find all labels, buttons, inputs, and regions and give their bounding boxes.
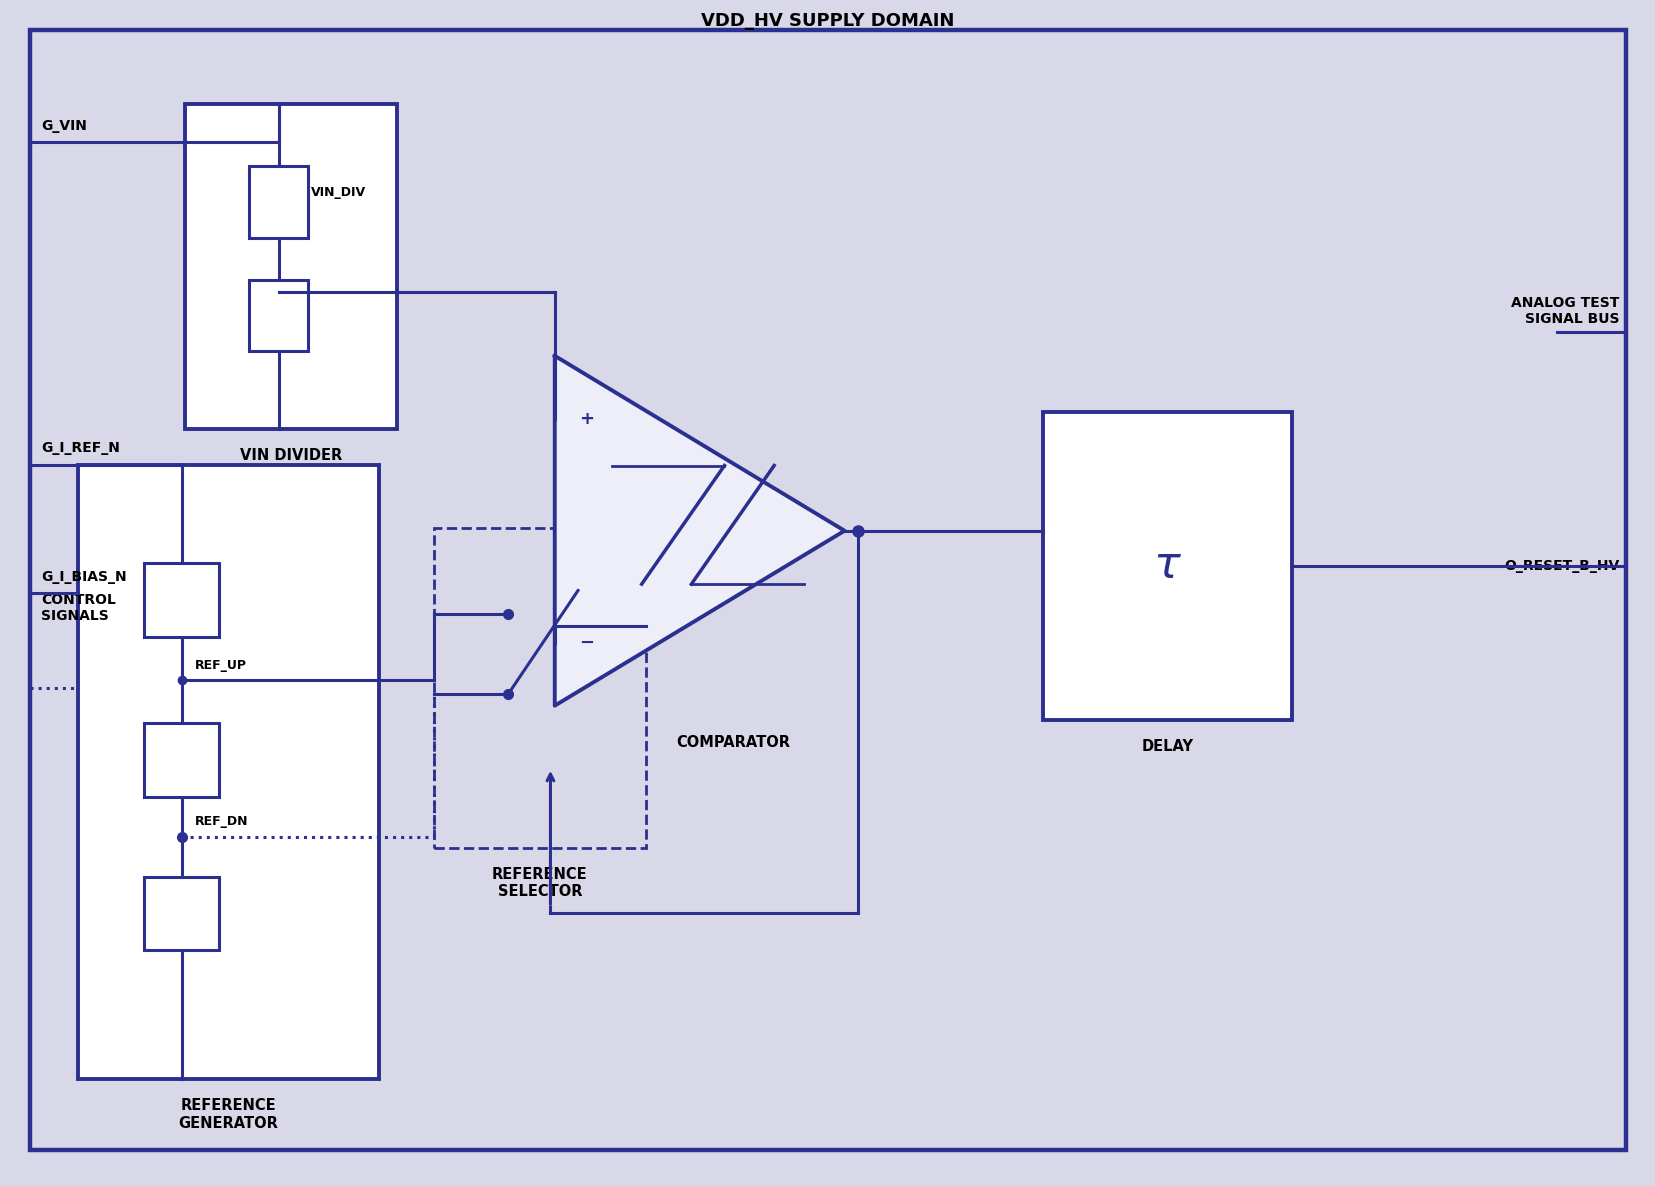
Text: VIN DIVIDER
(OPTIONAL): VIN DIVIDER (OPTIONAL) [240, 448, 343, 480]
Text: ANALOG TEST
SIGNAL BUS: ANALOG TEST SIGNAL BUS [1511, 296, 1619, 326]
Text: $\tau$: $\tau$ [1152, 544, 1182, 587]
Text: G_VIN: G_VIN [41, 119, 88, 133]
Text: REFERENCE
GENERATOR: REFERENCE GENERATOR [179, 1098, 278, 1130]
Text: REF_UP: REF_UP [195, 658, 247, 671]
Bar [144, 876, 220, 950]
Bar [248, 280, 308, 351]
Polygon shape [554, 356, 844, 706]
Bar [434, 528, 645, 848]
Text: −: − [579, 633, 594, 651]
Text: VDD_HV SUPPLY DOMAIN: VDD_HV SUPPLY DOMAIN [700, 12, 955, 30]
Bar [185, 104, 397, 429]
Text: O_RESET_B_HV: O_RESET_B_HV [1503, 559, 1619, 573]
Bar [248, 166, 308, 237]
Text: COMPARATOR: COMPARATOR [675, 735, 789, 751]
Text: CONTROL
SIGNALS: CONTROL SIGNALS [41, 593, 116, 623]
Text: REF_DN: REF_DN [195, 815, 248, 828]
Text: DELAY: DELAY [1140, 739, 1193, 754]
Text: +: + [579, 410, 594, 428]
Bar [144, 723, 220, 797]
Bar [78, 465, 379, 1079]
Text: VIN_DIV: VIN_DIV [311, 185, 366, 198]
Bar [144, 563, 220, 637]
Text: G_I_REF_N: G_I_REF_N [41, 441, 121, 455]
Text: G_I_BIAS_N: G_I_BIAS_N [41, 569, 127, 584]
Bar [1043, 412, 1291, 720]
Text: REFERENCE
SELECTOR: REFERENCE SELECTOR [492, 867, 588, 899]
